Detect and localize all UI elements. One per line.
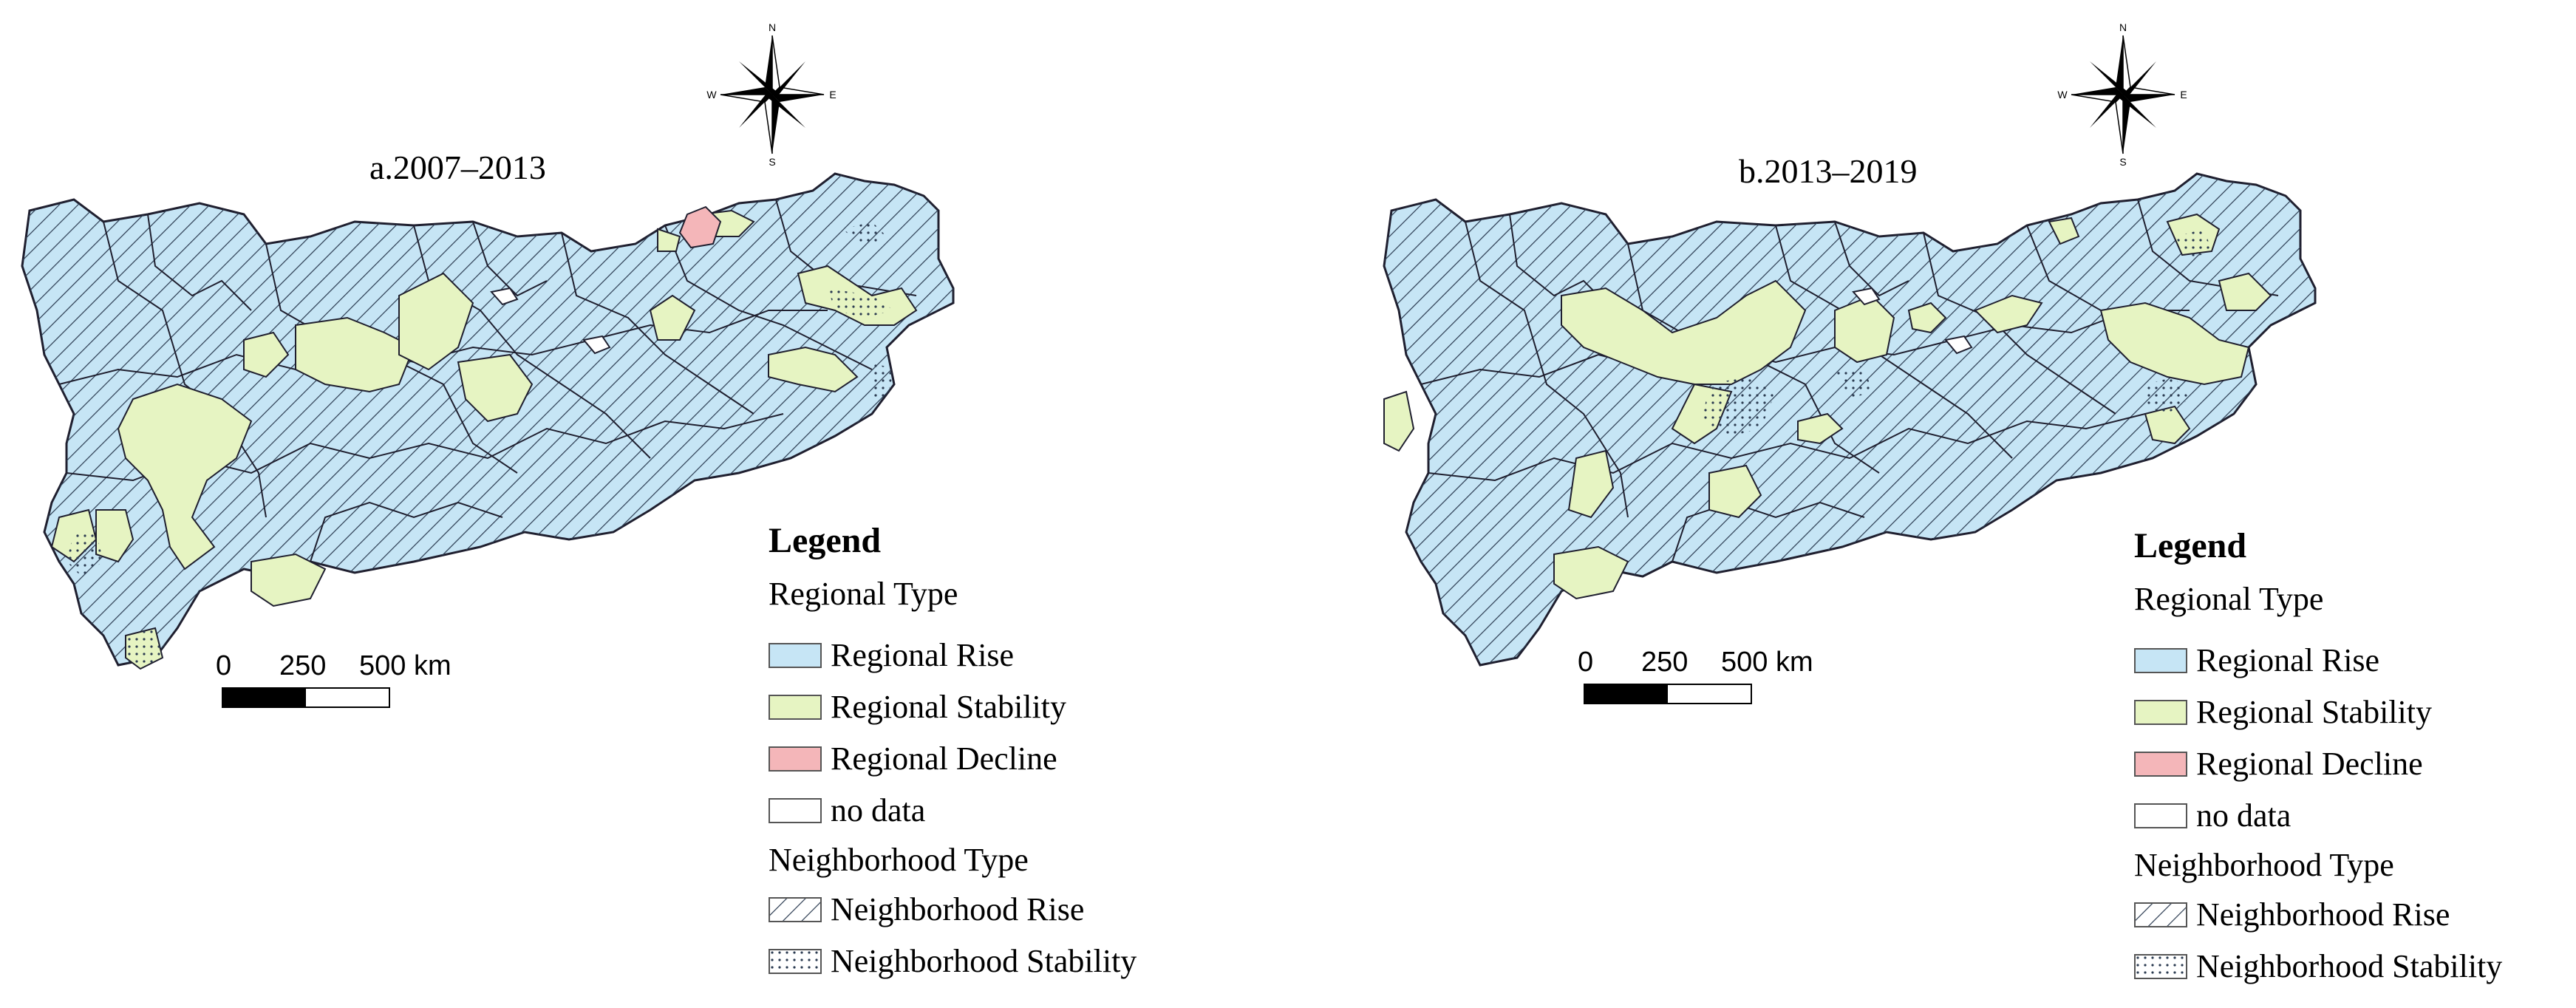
scale-bar-graphic (1584, 684, 1752, 704)
scale-bar-a: 0 250 500 km (216, 650, 466, 708)
legend-regional-title: Regional Type (769, 576, 958, 612)
legend-label: no data (831, 792, 926, 828)
decline-region (678, 205, 722, 249)
legend-heading: Legend (2134, 526, 2247, 565)
legend-item-regional-decline: Regional Decline (769, 733, 1137, 785)
county-boundaries (1420, 199, 2279, 562)
swatch-dots (2134, 954, 2187, 979)
swatch-dots (769, 949, 822, 974)
compass-rose-icon: N S W E (2057, 21, 2187, 168)
swatch-hatch (2134, 902, 2187, 927)
scale-label-500: 500 km (359, 650, 452, 681)
legend-regional-title: Regional Type (2134, 581, 2324, 617)
scale-label-0: 0 (1578, 647, 1594, 678)
legend-label: Regional Decline (2196, 746, 2423, 782)
legend-item-regional-stability: Regional Stability (2134, 687, 2502, 738)
legend-item-no-data: no data (2134, 790, 2502, 842)
map-a (21, 172, 955, 670)
panel-title-b: b.2013–2019 (1739, 152, 1918, 190)
compass-e: E (2180, 89, 2187, 101)
legend-item-regional-decline: Regional Decline (2134, 738, 2502, 790)
compass-n: N (2119, 21, 2127, 33)
swatch-hatch (769, 897, 822, 922)
scale-label-500: 500 km (1721, 647, 1813, 678)
legend-b: Legend Regional Type Regional Rise Regio… (2134, 528, 2502, 992)
swatch-regional-stability (769, 695, 822, 720)
legend-a: Legend Regional Type Regional Rise Regio… (769, 523, 1137, 987)
legend-label: Regional Decline (831, 740, 1057, 777)
scale-label-250: 250 (1641, 647, 1689, 678)
legend-item-regional-rise: Regional Rise (769, 630, 1137, 681)
swatch-regional-stability (2134, 700, 2187, 725)
swatch-no-data (769, 798, 822, 823)
swatch-no-data (2134, 803, 2187, 828)
compass-w: W (706, 89, 717, 101)
legend-label: no data (2196, 797, 2292, 834)
map-panel-b: N S W E b.2013–2019 0 250 500 km Legend … (1362, 0, 2576, 1008)
no-data-areas (490, 287, 611, 355)
legend-label: Neighborhood Stability (2196, 948, 2503, 984)
scale-label-0: 0 (216, 650, 232, 681)
stability-neighborhood (1702, 229, 2212, 436)
swatch-regional-rise (769, 643, 822, 668)
scale-bar-b: 0 250 500 km (1578, 647, 1827, 704)
legend-label: Neighborhood Stability (831, 943, 1137, 979)
compass-rose-icon: N S W E (706, 21, 836, 168)
no-data-areas (1852, 287, 1973, 355)
stability-neighborhood (67, 222, 894, 669)
legend-label: Regional Rise (831, 637, 1015, 673)
legend-item-neighborhood-stability: Neighborhood Stability (2134, 941, 2502, 992)
compass-s: S (769, 156, 775, 168)
swatch-regional-decline (769, 746, 822, 772)
legend-label: Regional Stability (831, 689, 1066, 725)
legend-label: Neighborhood Rise (831, 891, 1085, 927)
compass-s: S (2119, 156, 2126, 168)
legend-label: Neighborhood Rise (2196, 896, 2450, 933)
map-b (1383, 172, 2317, 667)
compass-n: N (769, 21, 776, 33)
scale-bar-graphic (222, 687, 390, 708)
legend-item-neighborhood-rise: Neighborhood Rise (769, 884, 1137, 936)
legend-heading: Legend (769, 521, 882, 560)
swatch-regional-decline (2134, 752, 2187, 777)
legend-neighborhood-title: Neighborhood Type (2134, 847, 2394, 883)
legend-item-neighborhood-rise: Neighborhood Rise (2134, 889, 2502, 941)
compass-w: W (2057, 89, 2068, 101)
panel-title-a: a.2007–2013 (369, 149, 546, 186)
legend-label: Regional Rise (2196, 642, 2380, 678)
legend-label: Regional Stability (2196, 694, 2432, 730)
swatch-regional-rise (2134, 648, 2187, 673)
compass-e: E (829, 89, 836, 101)
legend-item-regional-rise: Regional Rise (2134, 635, 2502, 687)
map-panel-a: N S W E a.2007–2013 0 250 500 km Legend … (21, 21, 1137, 987)
legend-item-regional-stability: Regional Stability (769, 681, 1137, 733)
scale-label-250: 250 (279, 650, 327, 681)
legend-item-no-data: no data (769, 785, 1137, 837)
legend-item-neighborhood-stability: Neighborhood Stability (769, 936, 1137, 987)
legend-neighborhood-title: Neighborhood Type (769, 842, 1029, 878)
